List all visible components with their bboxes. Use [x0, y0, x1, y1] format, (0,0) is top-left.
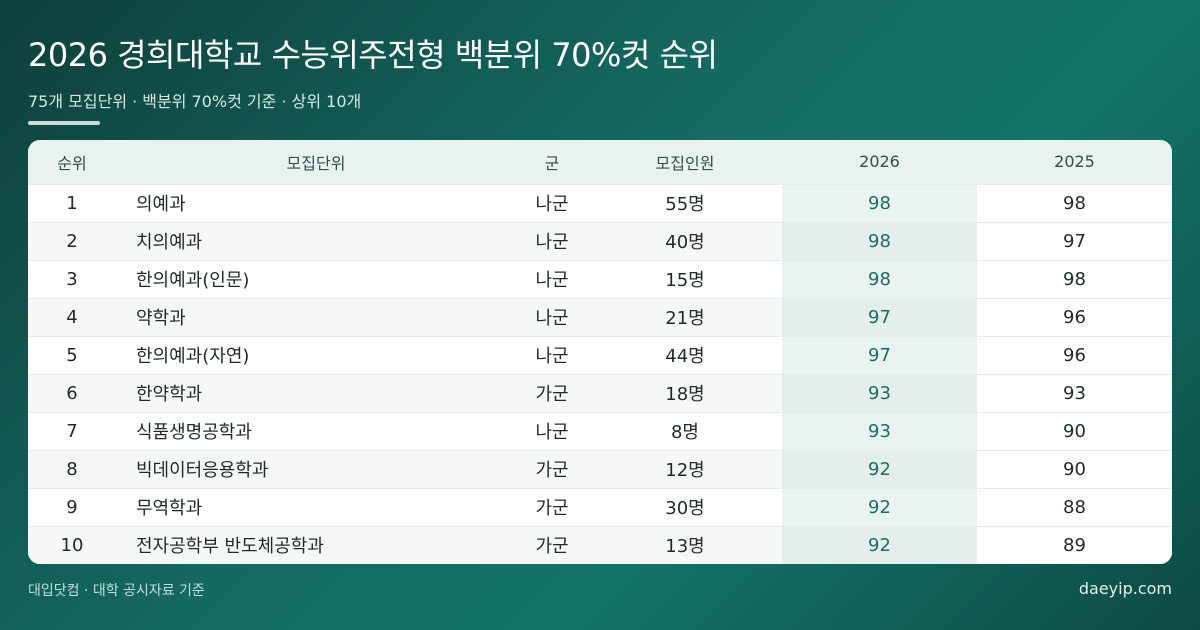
- source-note: 대입닷컴 · 대학 공시자료 기준: [28, 583, 205, 599]
- cut-2026-cell: 92: [782, 488, 977, 526]
- cut-2026-cell: 98: [782, 184, 977, 222]
- group-cell: 가군: [535, 536, 569, 558]
- table-row: 2 치의예과 나군 40명 98 97: [28, 222, 1172, 260]
- cut-2026-cell: 92: [782, 450, 977, 488]
- quota-cell: 21명: [665, 308, 705, 329]
- unit-name-cell: 식품생명공학과: [136, 422, 252, 443]
- title-accent-bar: [28, 121, 100, 125]
- rank-cell: 2: [66, 230, 78, 252]
- column-header-2026: 2026: [859, 152, 900, 172]
- cut-2025-cell: 96: [977, 298, 1172, 336]
- column-header-group: 군: [544, 153, 560, 173]
- cut-2025-cell: 90: [977, 450, 1172, 488]
- unit-name-cell: 의예과: [136, 194, 186, 215]
- site-link[interactable]: daeyip.com: [1078, 579, 1172, 598]
- cut-2025-cell: 89: [977, 526, 1172, 564]
- rank-cell: 8: [66, 458, 78, 480]
- group-cell: 가군: [535, 384, 569, 405]
- column-header-2025: 2025: [1054, 152, 1095, 172]
- cut-2026-cell: 93: [782, 374, 977, 412]
- unit-name-cell: 치의예과: [136, 232, 203, 253]
- column-header-unit: 모집단위: [286, 153, 346, 173]
- unit-name-cell: 한의예과(인문): [136, 270, 250, 291]
- table-row: 8 빅데이터응용학과 가군 12명 92 90: [28, 450, 1172, 488]
- quota-cell: 12명: [665, 460, 705, 481]
- column-header-rank: 순위: [57, 153, 87, 173]
- group-cell: 나군: [535, 270, 569, 291]
- page-title: 2026 경희대학교 수능위주전형 백분위 70%컷 순위: [28, 36, 718, 74]
- table-row: 6 한약학과 가군 18명 93 93: [28, 374, 1172, 412]
- quota-cell: 44명: [665, 346, 705, 367]
- cut-2025-cell: 98: [977, 184, 1172, 222]
- group-cell: 나군: [535, 308, 569, 329]
- cut-2026-cell: 98: [782, 260, 977, 298]
- table-row: 9 무역학과 가군 30명 92 88: [28, 488, 1172, 526]
- table-row: 3 한의예과(인문) 나군 15명 98 98: [28, 260, 1172, 298]
- quota-cell: 30명: [665, 498, 705, 519]
- table-header-row: 순위 모집단위 군 모집인원 2026 2025: [28, 140, 1172, 184]
- quota-cell: 15명: [665, 270, 705, 291]
- unit-name-cell: 약학과: [136, 308, 186, 329]
- group-cell: 가군: [535, 460, 569, 481]
- cut-2026-cell: 98: [782, 222, 977, 260]
- unit-name-cell: 전자공학부 반도체공학과: [136, 536, 324, 558]
- cut-2025-cell: 96: [977, 336, 1172, 374]
- group-cell: 가군: [535, 498, 569, 519]
- cut-2025-cell: 98: [977, 260, 1172, 298]
- ranking-table: 순위 모집단위 군 모집인원 2026 2025 1 의예과 나군 55명 98…: [28, 140, 1172, 564]
- rank-cell: 3: [66, 268, 78, 290]
- table-row: 1 의예과 나군 55명 98 98: [28, 184, 1172, 222]
- cut-2026-cell: 92: [782, 526, 977, 564]
- cut-2026-cell: 93: [782, 412, 977, 450]
- rank-cell: 7: [66, 420, 78, 442]
- unit-name-cell: 한약학과: [136, 384, 203, 405]
- rank-cell: 6: [66, 382, 78, 404]
- table-row: 7 식품생명공학과 나군 8명 93 90: [28, 412, 1172, 450]
- cut-2026-cell: 97: [782, 336, 977, 374]
- group-cell: 나군: [535, 194, 569, 215]
- table-row: 4 약학과 나군 21명 97 96: [28, 298, 1172, 336]
- group-cell: 나군: [535, 346, 569, 367]
- rank-cell: 4: [66, 306, 78, 328]
- quota-cell: 13명: [665, 536, 705, 558]
- group-cell: 나군: [535, 232, 569, 253]
- quota-cell: 55명: [665, 194, 705, 215]
- column-header-quota: 모집인원: [655, 153, 715, 173]
- rank-cell: 9: [66, 496, 78, 518]
- quota-cell: 18명: [665, 384, 705, 405]
- rank-cell: 5: [66, 344, 78, 366]
- group-cell: 나군: [535, 422, 569, 443]
- unit-name-cell: 한의예과(자연): [136, 346, 250, 367]
- quota-cell: 8명: [670, 422, 699, 443]
- rank-cell: 1: [66, 192, 78, 214]
- cut-2025-cell: 97: [977, 222, 1172, 260]
- ranking-table-card: 순위 모집단위 군 모집인원 2026 2025 1 의예과 나군 55명 98…: [28, 140, 1172, 564]
- cut-2025-cell: 93: [977, 374, 1172, 412]
- unit-name-cell: 무역학과: [136, 498, 203, 519]
- rank-cell: 10: [60, 534, 84, 556]
- unit-name-cell: 빅데이터응용학과: [136, 460, 269, 481]
- table-row: 5 한의예과(자연) 나군 44명 97 96: [28, 336, 1172, 374]
- quota-cell: 40명: [665, 232, 705, 253]
- cut-2025-cell: 88: [977, 488, 1172, 526]
- table-row: 10 전자공학부 반도체공학과 가군 13명 92 89: [28, 526, 1172, 564]
- cut-2026-cell: 97: [782, 298, 977, 336]
- cut-2025-cell: 90: [977, 412, 1172, 450]
- page-subtitle: 75개 모집단위 · 백분위 70%컷 기준 · 상위 10개: [28, 92, 362, 111]
